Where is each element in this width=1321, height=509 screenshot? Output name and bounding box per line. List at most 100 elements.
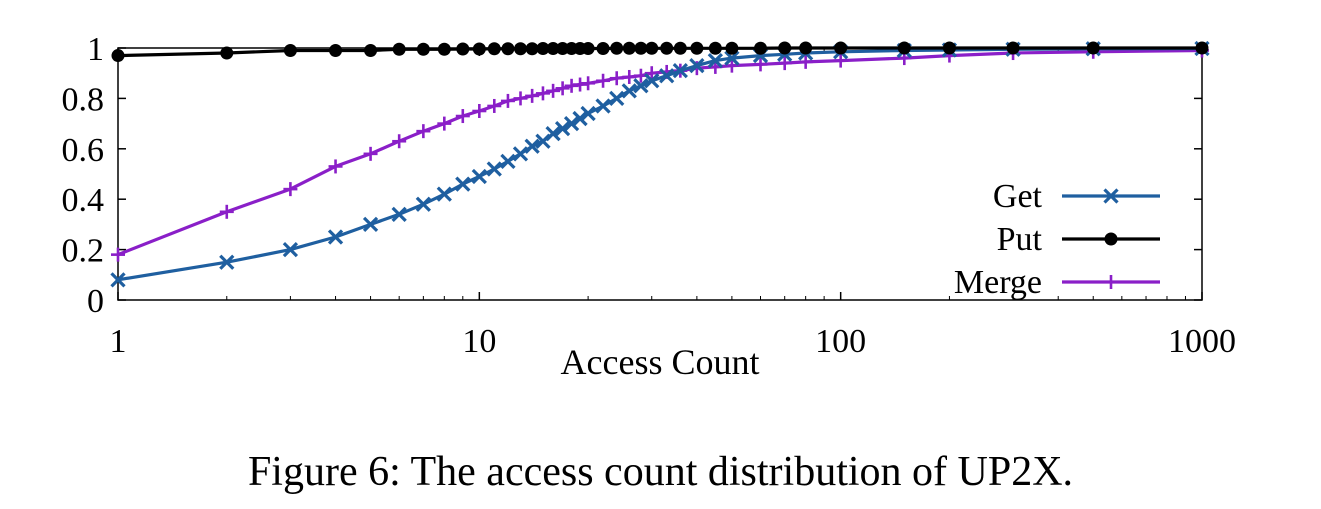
series-merge-point (581, 76, 596, 91)
series-get-point (563, 115, 580, 132)
series-get-point-stroke-b (524, 138, 540, 154)
series-put-point (514, 42, 528, 56)
series-put-point (596, 42, 610, 56)
series-get-point (512, 146, 529, 162)
series-put-point (1006, 41, 1020, 55)
legend-marker-get-stroke-b (1103, 188, 1119, 204)
series-put-point (525, 42, 539, 56)
series-get-point-stroke-b (644, 73, 660, 89)
series-merge-point (833, 53, 848, 68)
series-get-point (486, 161, 502, 177)
legend-marker-merge (1104, 275, 1118, 289)
series-get-point-stroke-b (672, 63, 688, 79)
series-put-point (501, 42, 515, 56)
series-get-point-stroke-b (436, 186, 452, 202)
x-tick-label: 1000 (1168, 323, 1236, 360)
series-get-point (535, 133, 551, 149)
legend-label-get: Get (993, 178, 1043, 215)
series-merge-point (798, 54, 813, 69)
series-merge-point (437, 116, 452, 131)
series-put-point (472, 42, 486, 56)
series-put-point (1195, 41, 1209, 55)
series-get-point (659, 68, 675, 84)
y-tick-label: 1 (87, 31, 104, 68)
plot-frame (117, 47, 1203, 301)
series-get-point (672, 63, 688, 79)
series-merge-point (416, 124, 431, 139)
series-get-point-stroke-b (110, 272, 126, 288)
series-put-point (581, 42, 595, 56)
series-merge-point (753, 57, 768, 72)
series-merge-point (644, 66, 659, 81)
series-get-point-stroke-b (471, 168, 487, 185)
series-put-point (329, 44, 343, 58)
y-tick-label: 0.2 (62, 233, 105, 270)
series-get-point (362, 216, 379, 233)
series-put-point (942, 41, 956, 55)
series-put (111, 41, 1209, 63)
series-get-point-stroke-b (595, 98, 611, 114)
series-put-point (111, 49, 125, 63)
series-get-point (621, 83, 637, 99)
series-get-point-stroke-b (219, 254, 235, 270)
series-put-point (364, 44, 378, 58)
series-put-point (392, 42, 406, 56)
series-get-point (707, 52, 723, 69)
series-put-point (456, 42, 470, 56)
y-tick-label: 0 (87, 283, 104, 320)
series-put-point (437, 42, 451, 56)
series-get-point (689, 58, 705, 74)
series-get-point-stroke-b (362, 216, 379, 233)
series-get-point (327, 229, 344, 245)
series-get-point (724, 50, 740, 66)
series-put-point (622, 41, 636, 55)
series-get-point-stroke-b (580, 105, 596, 122)
series-get-point-stroke-b (707, 52, 723, 69)
cdf-line-chart: 1 10 100 1000 0 0.2 0.4 0.6 0.8 1 Get Put Merge Ac… (62, 31, 1237, 382)
series-layer (110, 40, 1210, 288)
series-get-point (633, 78, 649, 94)
series-put-point (634, 41, 648, 55)
series-get-point-stroke-b (554, 121, 571, 137)
x-tick-label: 100 (815, 323, 866, 360)
series-get-point (436, 186, 452, 202)
series-merge-point (609, 71, 624, 86)
legend: Get Put Merge (954, 178, 1160, 301)
series-put-point (536, 42, 550, 56)
series-get-point-stroke-b (486, 161, 502, 177)
legend-label-merge: Merge (954, 264, 1042, 301)
series-get-point (580, 105, 596, 122)
series-get-point (415, 196, 431, 212)
series-put-point (799, 41, 813, 55)
series-get-point-stroke-b (391, 206, 407, 222)
series-put-point (546, 42, 560, 56)
series-get-point (455, 176, 471, 192)
series-merge (111, 43, 1209, 262)
x-tick-label: 1 (110, 323, 127, 360)
series-get-point-stroke-b (621, 83, 637, 99)
series-get-point (595, 98, 611, 114)
figure-caption: Figure 6: The access count distribution … (247, 449, 1074, 495)
series-put-point (834, 41, 848, 55)
series-merge-point (487, 98, 502, 113)
series-merge-point (455, 109, 470, 124)
series-get-point-stroke-b (659, 68, 675, 84)
series-merge-point (500, 93, 515, 108)
series-get-point-stroke-b (535, 133, 551, 149)
series-get-point-stroke-b (572, 110, 588, 127)
series-put-point (556, 42, 570, 56)
series-get-point (282, 241, 299, 258)
series-get-point-stroke-b (282, 241, 299, 258)
series-put-point (778, 41, 792, 55)
series-get-point (110, 272, 126, 288)
series-put-point (673, 41, 687, 55)
series-merge-point (724, 58, 739, 73)
x-tick-label: 10 (462, 323, 496, 360)
series-get-point (500, 153, 516, 170)
series-get-point (554, 121, 571, 137)
series-get-point-stroke-b (545, 126, 561, 142)
series-get-point-stroke-b (415, 196, 431, 212)
series-put-point (487, 42, 501, 56)
y-tick-label: 0.4 (62, 182, 105, 219)
series-put-point (754, 41, 768, 55)
